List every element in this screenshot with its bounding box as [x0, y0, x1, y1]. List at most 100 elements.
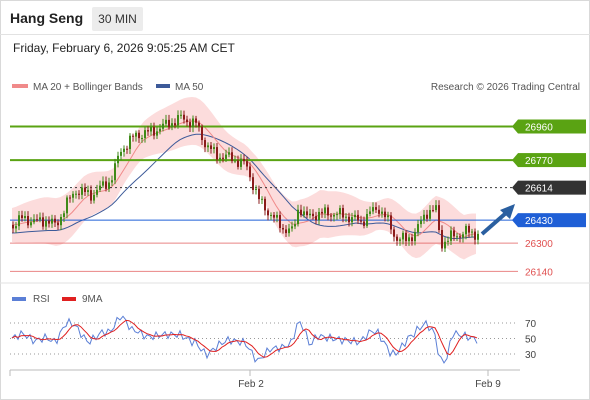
rsi-lines	[11, 315, 478, 364]
candle-body	[477, 233, 479, 240]
candle-body	[135, 132, 137, 137]
level-label-26430: 26430	[512, 213, 586, 228]
candle-body	[303, 211, 305, 216]
candle-body	[195, 118, 197, 123]
candle-body	[183, 114, 185, 120]
candle-body	[207, 145, 209, 148]
candle-body	[129, 135, 131, 150]
svg-text:26770: 26770	[525, 156, 553, 167]
candle-body	[285, 229, 287, 234]
candle-body	[321, 211, 323, 214]
candle-body	[138, 132, 140, 139]
candle-body	[342, 208, 344, 218]
candle-body	[390, 215, 392, 230]
candle-body	[456, 236, 458, 238]
candle-body	[228, 152, 230, 155]
ma50-line	[11, 133, 477, 240]
candle-body	[21, 215, 23, 219]
candle-body	[162, 123, 164, 129]
candle-body	[471, 231, 473, 233]
candle-body	[186, 119, 188, 123]
level-label-26300: 26300	[525, 239, 553, 250]
candle-body	[354, 214, 356, 218]
candle-body	[93, 194, 95, 201]
candle-body	[234, 160, 236, 162]
candle-body	[351, 217, 353, 223]
candle-body	[318, 211, 320, 221]
candle-body	[105, 181, 107, 189]
svg-text:26960: 26960	[525, 123, 553, 134]
candle-body	[54, 218, 56, 223]
candle-body	[360, 220, 362, 222]
candle-body	[324, 207, 326, 214]
svg-text:26140: 26140	[525, 267, 553, 278]
candle-body	[336, 214, 338, 216]
x-tick-feb2: Feb 2	[238, 379, 264, 390]
candle-body	[39, 217, 41, 220]
candle-body	[96, 189, 98, 195]
candle-body	[72, 193, 74, 198]
candle-body	[12, 225, 14, 229]
candle-body	[474, 231, 476, 240]
candle-body	[369, 211, 371, 214]
candle-body	[288, 228, 290, 234]
candle-body	[216, 147, 218, 160]
ma50-swatch	[156, 84, 170, 88]
rsi-gridlines: 70 50 30	[10, 319, 537, 361]
candle-body	[291, 226, 293, 229]
candle-body	[327, 207, 329, 216]
candle-body	[294, 224, 296, 227]
candle-body	[147, 130, 149, 132]
instrument-title: Hang Seng	[10, 10, 84, 26]
candle-body	[78, 193, 80, 195]
candle-body	[42, 217, 44, 227]
chart-header: Hang Seng 30 MIN	[0, 0, 590, 36]
candle-body	[213, 147, 215, 149]
candle-body	[57, 222, 59, 226]
candle-body	[447, 240, 449, 242]
candle-body	[372, 207, 374, 212]
candle-body	[198, 122, 200, 127]
candle-body	[243, 158, 245, 162]
candle-body	[102, 181, 104, 186]
candle-body	[465, 225, 467, 235]
price-levels	[10, 125, 518, 272]
candle-body	[381, 211, 383, 214]
rsi-tick-70: 70	[525, 319, 537, 330]
candle-body	[333, 214, 335, 217]
candle-body	[15, 226, 17, 229]
candle-body	[171, 123, 173, 128]
candle-body	[417, 224, 419, 233]
candle-body	[450, 230, 452, 241]
candle-body	[27, 216, 29, 226]
forecast-arrow	[480, 204, 515, 236]
candle-body	[315, 216, 317, 221]
level-label-26960: 26960	[512, 119, 586, 134]
candle-body	[33, 219, 35, 223]
legend-9ma: 9MA	[62, 294, 103, 305]
candle-body	[126, 148, 128, 150]
level-label-26140: 26140	[525, 267, 553, 278]
x-tick-feb9: Feb 9	[475, 379, 501, 390]
candle-body	[330, 215, 332, 217]
rsi-tick-30: 30	[525, 350, 537, 361]
legend-9ma-text: 9MA	[82, 294, 103, 305]
timeframe-selector[interactable]: 30 MIN	[92, 7, 143, 31]
candle-body	[117, 155, 119, 164]
candle-body	[438, 205, 440, 231]
candle-body	[258, 188, 260, 200]
candle-body	[432, 210, 434, 212]
bollinger-band	[12, 97, 476, 260]
candle-body	[375, 207, 377, 210]
candle-body	[192, 118, 194, 128]
candle-body	[297, 209, 299, 225]
candle-body	[81, 187, 83, 195]
candle-body	[69, 197, 71, 199]
candle-body	[174, 123, 176, 126]
candle-body	[378, 209, 380, 214]
candle-body	[312, 213, 314, 217]
candle-body	[108, 182, 110, 189]
legend-ma20-bb: MA 20 + Bollinger Bands	[12, 82, 143, 93]
candle-body	[165, 119, 167, 124]
